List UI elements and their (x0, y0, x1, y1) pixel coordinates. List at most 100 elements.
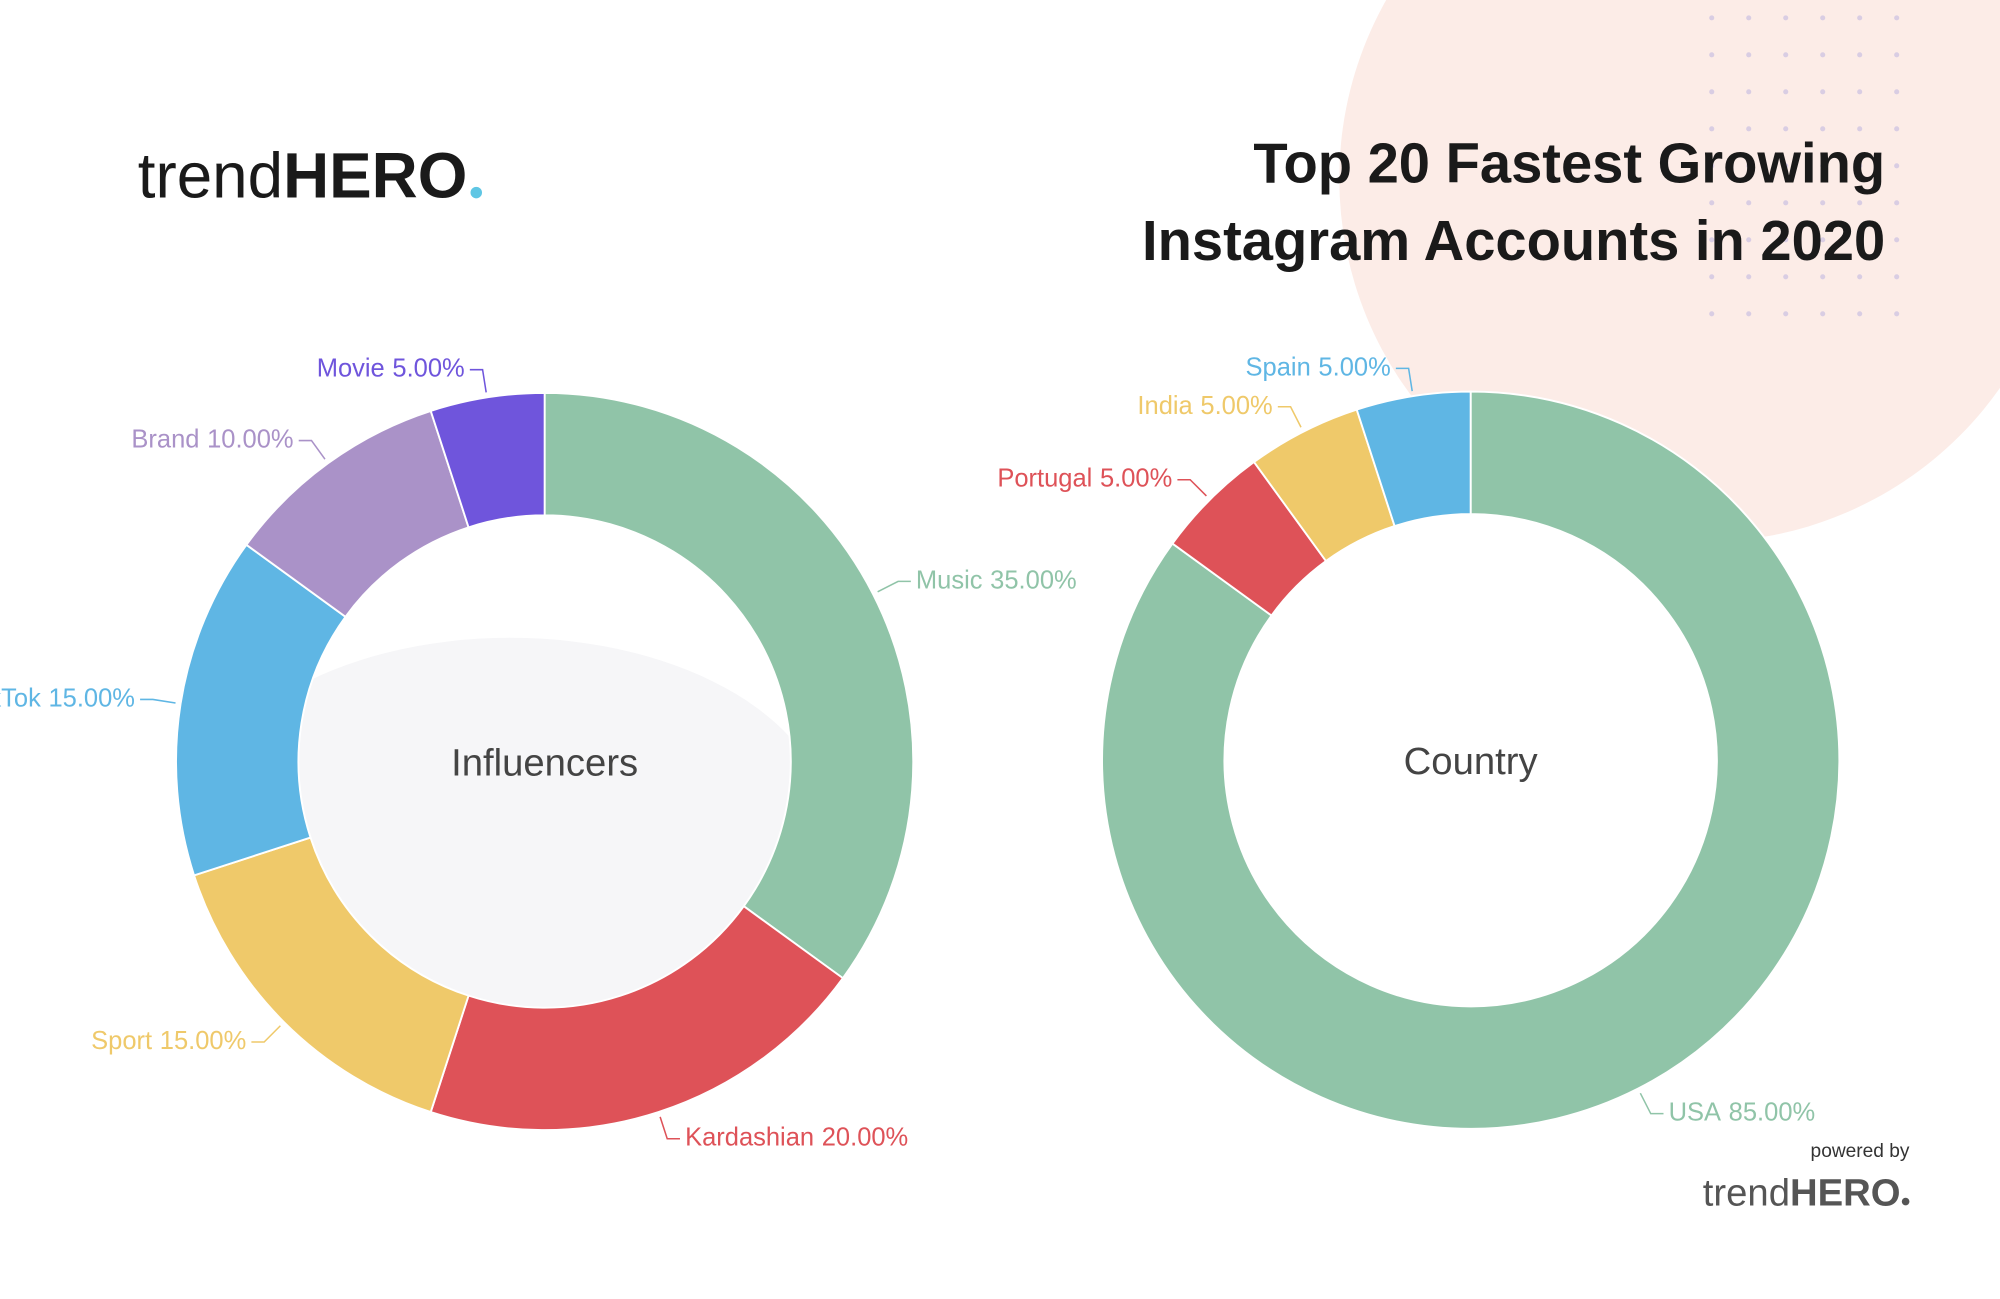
slice-label: India 5.00% (1137, 392, 1272, 420)
value-label: 15.00% (48, 684, 135, 712)
dot (1820, 274, 1826, 280)
dot (1820, 237, 1826, 243)
dot (1820, 126, 1826, 132)
dot (1857, 200, 1863, 206)
value-label: 5.00% (1200, 392, 1272, 420)
logo: trendHERO (138, 140, 483, 212)
dot (1709, 200, 1715, 206)
leader-line (1639, 1092, 1664, 1115)
donut-slice (429, 904, 845, 1132)
dot (1709, 237, 1715, 243)
dot (1857, 163, 1863, 169)
dot (1894, 163, 1900, 169)
dot (1709, 89, 1715, 95)
logo-bold: HERO (283, 140, 467, 212)
leader-line (469, 368, 487, 393)
dot (1820, 200, 1826, 206)
value-label: 20.00% (822, 1123, 908, 1151)
dot-grid (1709, 15, 1900, 317)
category-label: Movie (317, 354, 385, 382)
dot (1857, 274, 1863, 280)
dot (1783, 89, 1789, 95)
slice-label: Spain 5.00% (1246, 353, 1391, 381)
dot (1746, 163, 1752, 169)
dot (1820, 311, 1826, 317)
slice-label: Music 35.00% (916, 566, 1077, 594)
value-label: 35.00% (990, 566, 1076, 594)
slice-label: USA 85.00% (1669, 1098, 1816, 1126)
dot (1894, 89, 1900, 95)
leader-line (1277, 406, 1302, 428)
dot (1746, 237, 1752, 243)
dot (1783, 200, 1789, 206)
dot (1857, 126, 1863, 132)
slice-label: Brand 10.00% (131, 425, 293, 453)
dot (1746, 52, 1752, 58)
center-label: Influencers (451, 742, 638, 785)
dot (1709, 126, 1715, 132)
value-label: 5.00% (392, 354, 464, 382)
dot (1783, 163, 1789, 169)
category-label: TikTok (0, 684, 41, 712)
leader-line (1395, 367, 1413, 392)
dot (1857, 311, 1863, 317)
dot (1709, 274, 1715, 280)
leader-line (298, 439, 326, 460)
center-label: Country (1404, 740, 1539, 783)
title-line: Top 20 Fastest Growing (1253, 131, 1885, 194)
title-line: Instagram Accounts in 2020 (1142, 209, 1885, 272)
dot (1746, 311, 1752, 317)
logo-text: trendHERO (138, 140, 468, 212)
dot (1746, 274, 1752, 280)
slice-label: Portugal 5.00% (997, 464, 1172, 492)
value-label: 10.00% (207, 425, 294, 453)
dot (1857, 89, 1863, 95)
dot (1894, 274, 1900, 280)
dot (1894, 311, 1900, 317)
logo-light: trend (138, 140, 283, 212)
category-label: Kardashian (685, 1123, 814, 1151)
slice-label: Kardashian 20.00% (685, 1123, 908, 1151)
donut-slice (1101, 390, 1841, 1130)
dot (1783, 237, 1789, 243)
dot (1746, 89, 1752, 95)
category-label: Spain (1246, 353, 1311, 381)
dot (1783, 15, 1789, 21)
charts: Music35.00%Kardashian20.00%Sport15.00%Ti… (0, 353, 1841, 1151)
leader-line (1177, 478, 1207, 497)
donut-chart: USA 85.00%Portugal 5.00%India 5.00%Spain 5.0… (997, 353, 1841, 1130)
logo-bold: HERO (1790, 1171, 1901, 1214)
dot (1894, 200, 1900, 206)
dot (1709, 311, 1715, 317)
dot (1894, 52, 1900, 58)
value-label: 5.00% (1100, 464, 1172, 492)
category-label: USA (1669, 1098, 1721, 1126)
category-label: Portugal (997, 464, 1092, 492)
powered-by: powered by (1811, 1141, 1910, 1162)
dot (1857, 15, 1863, 21)
dot (1894, 15, 1900, 21)
dot (1820, 89, 1826, 95)
category-label: Music (916, 566, 983, 594)
value-label: 5.00% (1318, 353, 1390, 381)
category-label: India (1137, 392, 1193, 420)
leader-line (140, 698, 176, 704)
logo-dot (1901, 1197, 1910, 1206)
donut-slice (429, 391, 546, 529)
dot (1709, 15, 1715, 21)
category-label: Sport (91, 1027, 152, 1055)
dot (1820, 163, 1826, 169)
dot (1746, 15, 1752, 21)
dot (1820, 15, 1826, 21)
value-label: 85.00% (1729, 1098, 1816, 1126)
dot (1746, 126, 1752, 132)
dot (1783, 311, 1789, 317)
logo-light: trend (1703, 1171, 1790, 1214)
category-label: Brand (131, 425, 199, 453)
slice-label: Movie 5.00% (317, 354, 465, 382)
logo-dot (470, 186, 483, 199)
value-label: 15.00% (160, 1027, 247, 1055)
dot (1857, 237, 1863, 243)
